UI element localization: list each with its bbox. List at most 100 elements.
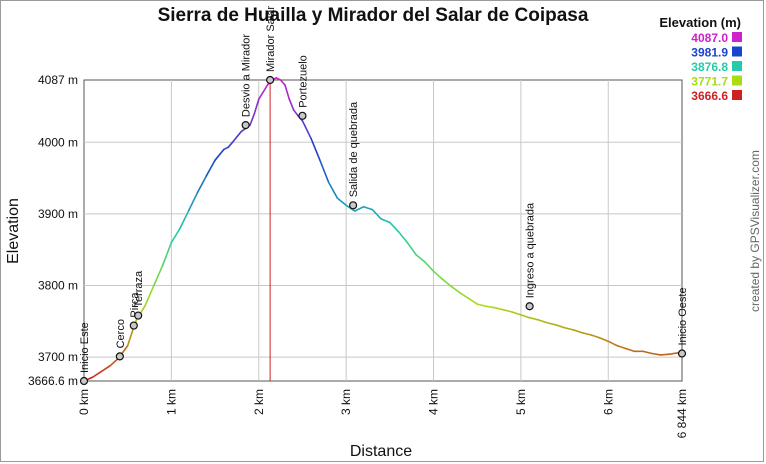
waypoint-label: Portezuelo [297, 55, 309, 108]
elevation-segment [231, 130, 243, 144]
legend-label: 3666.6 [691, 89, 728, 103]
elevation-segment [450, 285, 461, 294]
elevation-segment [423, 261, 435, 272]
elevation-segment [546, 321, 557, 326]
waypoint-label: Mirador Salar [265, 6, 277, 72]
elevation-segment [354, 205, 365, 212]
elevation-segment [528, 316, 540, 321]
elevation-segment [458, 291, 470, 300]
waypoint-marker [79, 376, 89, 386]
waypoint-marker [677, 349, 687, 358]
elevation-segment [467, 297, 478, 305]
x-tick-label: 3 km [339, 389, 353, 415]
elevation-segment [572, 329, 583, 334]
x-axis-label: Distance [350, 443, 412, 460]
x-tick-label: 6 844 km [675, 389, 689, 438]
elevation-segment [214, 148, 225, 161]
elevation-segment [415, 253, 426, 263]
waypoint-marker [241, 121, 250, 130]
credit-text: created by GPSVisualizer.com [748, 150, 762, 312]
waypoint-marker [129, 321, 138, 330]
y-tick-label: 3800 m [38, 278, 78, 292]
elevation-segment [598, 336, 610, 343]
legend-title: Elevation (m) [659, 15, 741, 30]
legend-swatch [732, 46, 742, 57]
axis-ticks: 0 km 1 km 2 km 3 km 4 km 5 km 6 km 6 844 km 3666… [28, 73, 689, 438]
waypoint-marker [298, 111, 307, 120]
waypoint-marker [349, 201, 358, 210]
elevation-segment [170, 227, 181, 244]
elevation-segment [319, 159, 330, 184]
x-tick-label: 0 km [77, 389, 91, 415]
elevation-segment [380, 218, 391, 224]
elevation-segment [659, 353, 671, 356]
elevation-segment [310, 137, 321, 161]
x-tick-label: 5 km [514, 389, 528, 415]
elevation-segment [537, 319, 548, 324]
elevation-segment [91, 370, 103, 378]
waypoint-label: Ingreso a quebrada [525, 202, 537, 298]
elevation-segment [563, 326, 575, 331]
waypoint-label: Cerco [115, 319, 127, 348]
elevation-series [83, 77, 683, 382]
elevation-segment [205, 159, 216, 177]
waypoint-label: Inicio Este [79, 322, 91, 373]
elevation-segment [227, 141, 234, 149]
elevation-segment [126, 326, 135, 347]
y-tick-label: 4000 m [38, 135, 78, 149]
elevation-segment [362, 205, 374, 211]
elevation-segment [624, 347, 636, 353]
waypoint-marker [134, 311, 143, 320]
legend-swatch [732, 32, 742, 42]
elevation-segment [288, 98, 295, 111]
elevation-segment [441, 278, 452, 288]
elevation-segment [502, 309, 513, 313]
elevation-segment [389, 221, 400, 233]
elevation-segment [253, 98, 260, 115]
elevation-segment [153, 264, 164, 287]
elevation-segment [616, 344, 627, 350]
x-tick-label: 2 km [252, 389, 266, 415]
elevation-segment [493, 306, 505, 311]
y-tick-label: 3900 m [38, 207, 78, 221]
y-tick-label: 3700 m [38, 350, 78, 364]
elevation-segment [476, 303, 487, 308]
elevation-segment [511, 311, 522, 316]
elevation-segment [581, 331, 592, 336]
elevation-segment [327, 181, 339, 199]
elevation-segment [284, 84, 291, 101]
waypoint-marker [115, 352, 124, 361]
elevation-segment [336, 197, 347, 207]
elevation-segment [371, 208, 382, 220]
elevation-segment [100, 364, 112, 373]
elevation-segment [179, 209, 190, 230]
plot-area-border [83, 79, 683, 382]
x-tick-label: 6 km [601, 389, 615, 415]
waypoint-label: Desvio a Mirador [241, 34, 253, 117]
waypoint-label: Terraza [133, 270, 145, 308]
elevation-segment [432, 270, 444, 280]
y-tick-label: 3666.6 m [28, 374, 78, 388]
elevation-segment [520, 314, 531, 319]
elevation-segment [275, 77, 282, 81]
waypoint-label: Salida de quebrada [348, 101, 360, 197]
elevation-segment [485, 305, 496, 309]
legend-swatch [732, 90, 742, 100]
elevation-segment [642, 350, 653, 355]
elevation-segment [589, 334, 601, 339]
elevation-segment [257, 84, 269, 101]
elevation-segment [249, 112, 256, 126]
elevation-segment [651, 352, 662, 356]
legend-swatch [732, 75, 742, 86]
elevation-segment [188, 191, 199, 212]
legend-label: 3876.8 [691, 60, 728, 74]
elevation-segment [196, 175, 208, 194]
elevation-segment [397, 230, 409, 244]
legend-label: 3771.7 [691, 75, 728, 89]
elevation-segment [555, 324, 566, 329]
elevation-segment [279, 79, 286, 86]
legend-label: 4087.0 [691, 31, 728, 45]
